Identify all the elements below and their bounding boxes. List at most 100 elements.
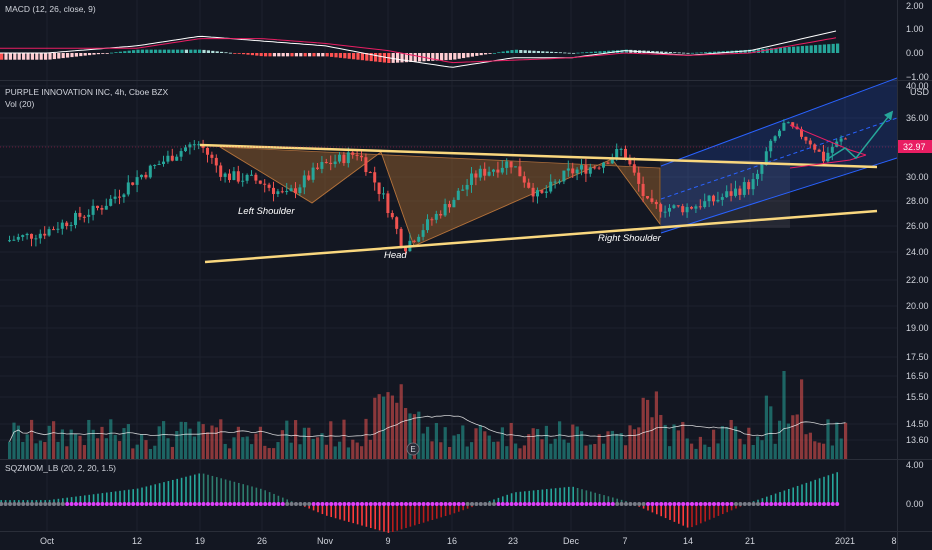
volume-bar bbox=[267, 448, 271, 459]
candle-body bbox=[575, 169, 579, 174]
target-arrow[interactable] bbox=[825, 110, 894, 161]
macd-histogram-bar bbox=[752, 49, 756, 53]
sqz-dot bbox=[544, 502, 549, 506]
sqz-dot bbox=[738, 502, 743, 506]
lower-trendline[interactable] bbox=[204, 209, 878, 264]
sqz-dot bbox=[382, 502, 386, 506]
candle-body bbox=[360, 155, 363, 158]
candle-body bbox=[30, 233, 33, 239]
candle-body bbox=[272, 187, 275, 195]
volume-bar bbox=[399, 384, 403, 459]
macd-histogram-bar bbox=[44, 53, 48, 60]
candle-body bbox=[157, 164, 161, 166]
macd-histogram-bar bbox=[651, 51, 655, 53]
macd-histogram-bar bbox=[312, 53, 316, 57]
macd-signal-line bbox=[0, 37, 837, 64]
volume-bar bbox=[650, 417, 654, 459]
symbol-label[interactable]: PURPLE INNOVATION INC, 4h, Cboe BZX bbox=[5, 87, 168, 97]
macd-histogram-bar bbox=[598, 51, 602, 53]
candle-body bbox=[742, 182, 746, 195]
volume-bar bbox=[584, 445, 588, 459]
candle-body bbox=[135, 177, 139, 185]
macd-histogram-bar bbox=[484, 53, 488, 55]
candle-body bbox=[342, 154, 346, 164]
sqz-dot bbox=[430, 502, 435, 506]
volume-bar bbox=[131, 448, 135, 459]
volume-bar bbox=[707, 446, 711, 459]
candle-body bbox=[839, 138, 843, 142]
candle-body bbox=[703, 201, 707, 207]
sqz-dot bbox=[109, 502, 114, 506]
volume-bar bbox=[531, 428, 535, 459]
candle-body bbox=[800, 129, 803, 137]
candle-body bbox=[637, 172, 641, 184]
macd-histogram-bar bbox=[365, 53, 369, 61]
volume-bar bbox=[241, 437, 245, 459]
sqz-dot bbox=[258, 502, 263, 506]
candle-body bbox=[316, 167, 319, 169]
macd-histogram-bar bbox=[660, 51, 664, 53]
volume-bar bbox=[170, 446, 174, 459]
candle-body bbox=[148, 165, 152, 178]
earnings-badge[interactable] bbox=[406, 442, 420, 456]
candle-body bbox=[813, 144, 817, 150]
volume-bar bbox=[157, 426, 161, 459]
volume-bar bbox=[641, 397, 645, 459]
sqzmom-label[interactable]: SQZMOM_LB (20, 2, 20, 1.5) bbox=[5, 463, 116, 473]
upper-neckline[interactable] bbox=[199, 143, 878, 169]
macd-histogram-bar bbox=[352, 53, 356, 60]
candle-body bbox=[712, 195, 715, 202]
volume-bar bbox=[527, 434, 531, 459]
macd-label[interactable]: MACD (12, 26, close, 9) bbox=[5, 4, 96, 14]
candle-body bbox=[25, 233, 29, 236]
candle-body bbox=[566, 168, 570, 171]
macd-histogram-bar bbox=[30, 53, 34, 60]
candle-body bbox=[500, 167, 504, 173]
candle-body bbox=[364, 157, 368, 173]
sqz-dot bbox=[21, 502, 26, 506]
candle-body bbox=[808, 140, 812, 145]
volume-bar bbox=[813, 441, 817, 459]
volume-bar bbox=[135, 444, 139, 459]
macd-histogram-bar bbox=[66, 53, 70, 58]
macd-histogram-bar bbox=[589, 51, 593, 53]
volume-bar bbox=[443, 427, 447, 459]
sqz-dot bbox=[518, 502, 523, 506]
sqz-dot bbox=[694, 502, 699, 506]
candle-body bbox=[588, 167, 592, 174]
volume-bar bbox=[355, 442, 359, 459]
candle-body bbox=[478, 168, 482, 178]
volume-bar bbox=[478, 425, 482, 459]
sqz-dot bbox=[531, 502, 536, 506]
volume-bar bbox=[56, 441, 60, 459]
macd-histogram-bar bbox=[215, 51, 219, 53]
sqz-dot bbox=[294, 502, 298, 506]
pennant-upper bbox=[789, 124, 867, 156]
macd-histogram-bar bbox=[814, 45, 818, 53]
sqz-dot bbox=[153, 502, 158, 506]
macd-histogram-bar bbox=[52, 53, 56, 60]
candle-body bbox=[69, 225, 73, 227]
volume-bar bbox=[575, 426, 579, 459]
sqz-dot bbox=[329, 502, 334, 506]
macd-histogram-bar bbox=[664, 51, 668, 53]
macd-histogram-bar bbox=[396, 53, 400, 63]
candle-body bbox=[492, 169, 495, 172]
volume-bar bbox=[333, 446, 337, 459]
volume-label[interactable]: Vol (20) bbox=[5, 99, 34, 109]
macd-histogram-bar bbox=[237, 53, 241, 54]
sqz-dot bbox=[302, 502, 307, 506]
candle-body bbox=[16, 236, 20, 240]
sqz-dot bbox=[197, 502, 202, 506]
sqz-dot bbox=[470, 502, 474, 506]
sqz-dot bbox=[201, 502, 206, 506]
candle-body bbox=[302, 175, 306, 188]
candle-body bbox=[514, 166, 517, 168]
sqz-dot bbox=[263, 502, 268, 506]
volume-bar bbox=[316, 437, 320, 459]
macd-histogram-bar bbox=[198, 49, 202, 53]
candle-body bbox=[751, 179, 755, 190]
candle-body bbox=[43, 233, 47, 236]
sqz-dot bbox=[549, 502, 554, 506]
